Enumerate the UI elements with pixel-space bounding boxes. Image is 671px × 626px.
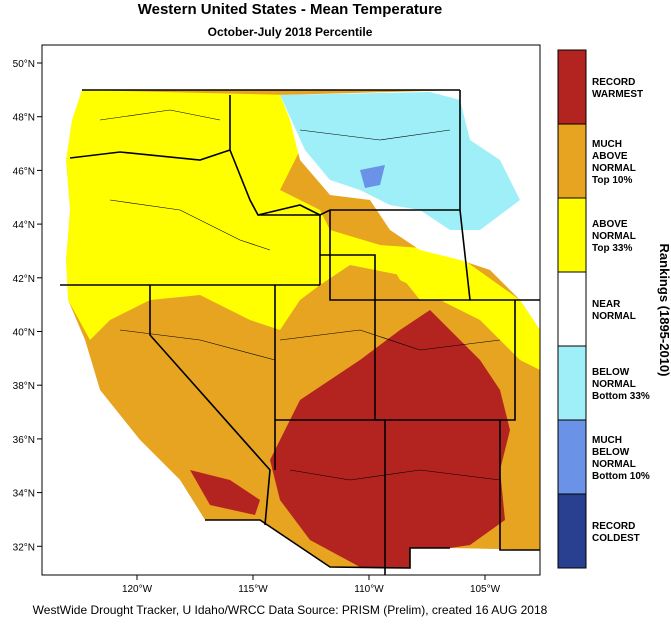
lat-label: 44°N	[13, 220, 35, 231]
legend-swatch	[557, 271, 587, 347]
legend-swatch	[557, 197, 587, 273]
legend-label: NORMAL	[592, 311, 636, 322]
map-region	[380, 245, 540, 370]
legend-label: ABOVE	[592, 151, 628, 162]
ocean	[42, 45, 205, 575]
lon-label: 105°W	[470, 584, 501, 595]
legend-label: Bottom 33%	[592, 391, 650, 402]
legend-swatch	[557, 493, 587, 569]
map	[42, 45, 540, 575]
map-region	[190, 470, 260, 515]
legend-label: NEAR	[592, 299, 621, 310]
lat-label: 36°N	[13, 435, 35, 446]
legend-swatch	[557, 123, 587, 199]
legend-label: NORMAL	[592, 459, 636, 470]
footer-credit: WestWide Drought Tracker, U Idaho/WRCC D…	[33, 603, 548, 617]
legend-label: WARMEST	[592, 89, 643, 100]
legend-label: NORMAL	[592, 163, 636, 174]
state-borders	[60, 89, 540, 575]
lat-label: 48°N	[13, 113, 35, 124]
legend-label: Top 10%	[592, 175, 632, 186]
map-region	[360, 165, 385, 188]
lon-label: 110°W	[354, 584, 384, 595]
legend-label: MUCH	[592, 435, 622, 446]
legend-swatch	[557, 419, 587, 495]
map-frame	[41, 44, 541, 576]
lat-label: 46°N	[13, 166, 35, 177]
lat-label: 38°N	[13, 381, 35, 392]
lat-label: 32°N	[13, 542, 35, 553]
legend-label: ABOVE	[592, 219, 628, 230]
title: Western United States - Mean Temperature	[138, 1, 443, 18]
legend-swatch	[557, 345, 587, 421]
lat-label: 40°N	[13, 328, 35, 339]
lat-label: 50°N	[13, 59, 35, 70]
map-region	[270, 310, 510, 568]
subtitle: October-July 2018 Percentile	[208, 25, 373, 39]
legend-label: NORMAL	[592, 379, 636, 390]
lat-label: 34°N	[13, 489, 35, 500]
axes: 50°N 48°N 46°N 44°N 42°N 40°N 38°N 36°N 34°N 32°N…	[13, 59, 501, 595]
lon-label: 115°W	[238, 584, 268, 595]
legend-label: RECORD	[592, 77, 635, 88]
lon-label: 120°W	[122, 584, 153, 595]
lat-label: 42°N	[13, 274, 35, 285]
legend-label: MUCH	[592, 139, 622, 150]
legend-label: Bottom 10%	[592, 471, 650, 482]
legend-label: NORMAL	[592, 231, 636, 242]
legend-label: COLDEST	[592, 533, 640, 544]
map-region	[450, 548, 540, 575]
legend-label: BELOW	[592, 447, 630, 458]
legend-swatch	[557, 49, 587, 125]
legend-title: Rankings (1895-2010)	[657, 244, 671, 377]
legend-label: BELOW	[592, 367, 630, 378]
legend-label: RECORD	[592, 521, 635, 532]
legend-label: Top 33%	[592, 243, 632, 254]
